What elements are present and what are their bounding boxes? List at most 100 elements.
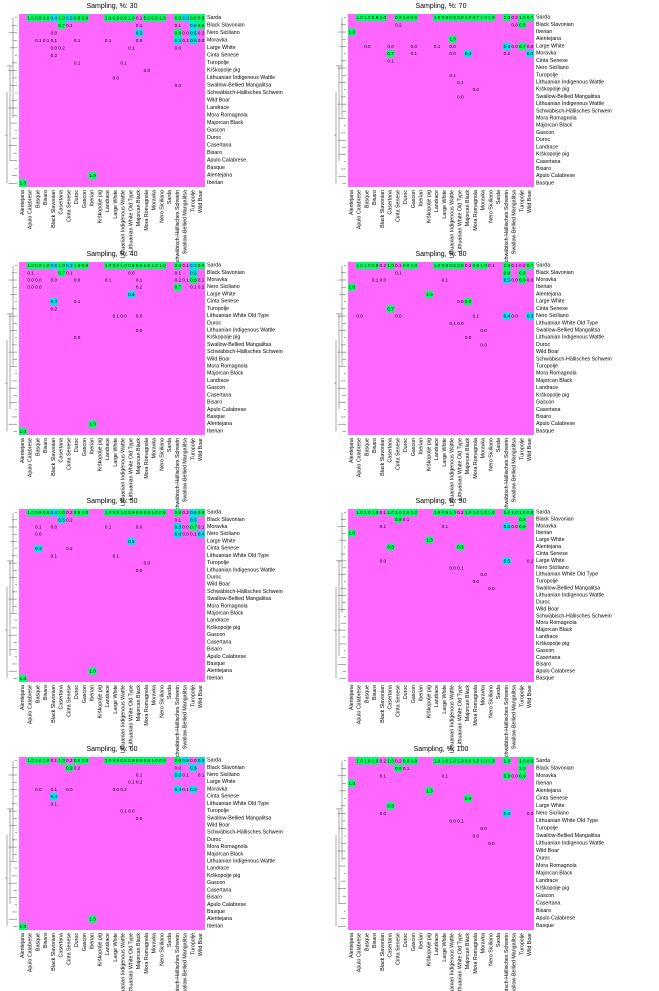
- column-label: Nero Siciliano: [488, 190, 494, 223]
- row-label: Lithuanian White Old Type: [536, 320, 598, 326]
- cell-value-label: 1.0: [159, 15, 166, 20]
- heatmap-cell: [189, 785, 198, 794]
- heatmap-cell: [26, 757, 35, 765]
- cell-value-label: 0.1: [51, 553, 58, 558]
- heatmap-cell: [518, 269, 527, 277]
- cell-value-label: 1.0: [426, 788, 433, 793]
- heatmap-background: [348, 14, 534, 187]
- heatmap-cell: [363, 757, 372, 765]
- row-label: Landrace: [207, 105, 229, 111]
- cell-value-label: 0.8: [457, 545, 464, 550]
- row-label: Schwäbisch-Hällisches Schwein: [536, 108, 612, 114]
- cell-value-label: 0.3: [527, 51, 534, 56]
- heatmap-cell: [518, 757, 527, 765]
- cell-value-label: 0.9: [128, 263, 135, 268]
- cell-value-label: 0.1: [51, 758, 58, 763]
- heatmap-cell: [73, 509, 81, 517]
- row-label: Apulo Calabrese: [536, 173, 575, 179]
- heatmap-cell: [26, 509, 35, 517]
- row-dendrogram: [5, 512, 17, 679]
- heatmap-cell: [197, 262, 205, 270]
- cell-value-label: 1.0: [519, 766, 526, 771]
- cell-value-label: 0.3: [175, 525, 182, 530]
- column-label: Iberian: [90, 933, 96, 949]
- heatmap-panel-0: Sampling, %: 301.0 0.8 0.8 0.4 1.0 0.3 0.8 0.9 1…: [5, 3, 283, 266]
- heatmap-cell: [158, 14, 167, 22]
- cell-value-label: 0.1: [488, 263, 495, 268]
- row-label: Moravka: [207, 37, 227, 43]
- row-label: Schwäbisch-Hällisches Schwein: [207, 589, 283, 595]
- column-label: Mora Romagnola: [473, 933, 479, 974]
- heatmap-cell: [150, 509, 159, 517]
- cell-value-label: 0.0: [120, 314, 127, 319]
- row-label: Gascon: [207, 880, 225, 886]
- cell-value-label: 0.9: [457, 263, 464, 268]
- heatmap-cell: [503, 262, 511, 270]
- column-label: Lithuanian White Old Type: [457, 685, 463, 747]
- row-label: Sarda: [207, 15, 221, 21]
- heatmap-cell: [57, 269, 66, 277]
- row-label: Duroc: [536, 856, 550, 862]
- cell-value-label: 0.9: [519, 524, 526, 529]
- heatmap-cell: [104, 757, 112, 765]
- column-label: Majorcan Black: [465, 933, 471, 970]
- heatmap-cell: [479, 757, 488, 765]
- heatmap-cell: [19, 922, 27, 930]
- row-label: Apulo Calabrese: [536, 421, 575, 427]
- column-label: Sarda: [496, 933, 502, 947]
- cell-value-label: 0.0: [51, 278, 58, 283]
- row-label: Cinta Senese: [207, 546, 239, 552]
- cell-value-label: 0.3: [175, 787, 182, 792]
- row-label: Casertana: [207, 392, 231, 398]
- cell-value-label: 0.5: [198, 758, 205, 763]
- heatmap-cell: [464, 50, 472, 58]
- row-dendrogram: [334, 512, 346, 679]
- column-label: Gascon: [82, 190, 88, 208]
- cell-value-label: 0.0: [66, 787, 73, 792]
- column-label: Mora Romagnola: [473, 438, 479, 479]
- cell-value-label: 0.1: [35, 525, 42, 530]
- row-label: Majorcan Black: [536, 123, 573, 129]
- cell-value-label: 0.0: [144, 561, 151, 566]
- row-label: Bisaro: [207, 400, 222, 406]
- heatmap-cell: [472, 757, 480, 765]
- cell-value-label: 0.0: [480, 342, 487, 347]
- heatmap-background: [348, 262, 534, 435]
- cell-value-label: 0.0: [511, 314, 518, 319]
- column-label: Basque: [35, 933, 41, 951]
- heatmap-cell: [464, 298, 472, 306]
- row-label: Moravka: [536, 773, 556, 779]
- row-label: Nero Siciliano: [207, 772, 240, 778]
- heatmap-cell: [189, 21, 198, 30]
- heatmap-cell: [127, 509, 136, 517]
- column-label: Lithuanian Indigenous Wattle: [450, 438, 456, 506]
- cell-value-label: 1.0: [105, 263, 112, 268]
- cell-value-label: 1.0: [20, 676, 27, 681]
- cell-value-label: 0.2: [58, 45, 65, 50]
- column-label: Lithuanian Indigenous Wattle: [450, 685, 456, 753]
- column-label: Krškopolje pig: [426, 190, 432, 223]
- cell-value-label: 0.9: [519, 278, 526, 283]
- column-label: Black Slavonian: [380, 685, 386, 723]
- heatmap-cell: [181, 14, 190, 22]
- cell-value-label: 0.2: [380, 263, 387, 268]
- cell-value-label: 1.0: [403, 510, 410, 515]
- row-label: Apulo Calabrese: [207, 654, 246, 660]
- heatmap-cell: [386, 305, 395, 313]
- column-label: Nero Siciliano: [488, 438, 494, 471]
- heatmap-cell: [526, 757, 534, 765]
- cell-value-label: 0.2: [198, 285, 205, 290]
- cell-value-label: 1.0: [105, 510, 112, 515]
- cell-value-label: 0.1: [175, 517, 182, 522]
- row-label: Cinta Senese: [536, 551, 568, 557]
- heatmap-cell: [189, 509, 198, 517]
- column-label: Landrace: [434, 933, 440, 955]
- cell-value-label: 0.0: [35, 532, 42, 537]
- cell-value-label: 0.0: [136, 816, 143, 821]
- cell-value-label: 0.9: [35, 510, 42, 515]
- cell-value-label: 1.0: [504, 263, 511, 268]
- row-label: Nero Siciliano: [207, 531, 240, 537]
- cell-value-label: 1.0: [151, 510, 158, 515]
- panel-title: Sampling, %: 40: [87, 251, 138, 258]
- cell-value-label: 1.0: [434, 263, 441, 268]
